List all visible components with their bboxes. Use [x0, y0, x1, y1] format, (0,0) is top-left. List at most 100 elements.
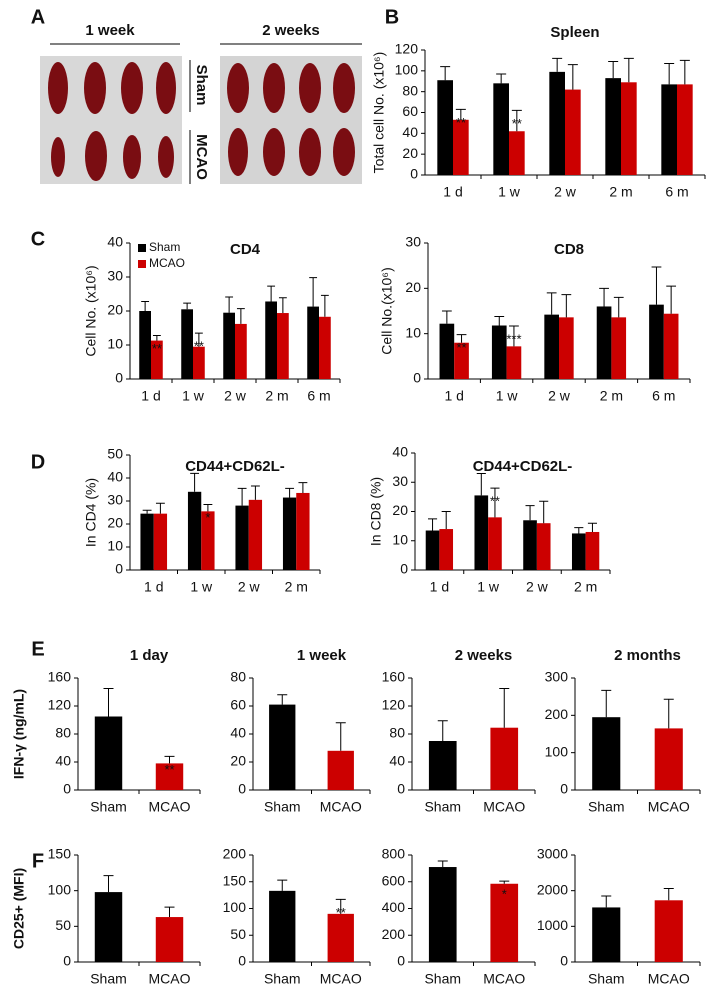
chart-title: 1 day	[130, 647, 169, 664]
bar	[544, 314, 559, 379]
error-bar	[236, 308, 245, 324]
bar	[523, 520, 537, 570]
error-bar	[599, 287, 609, 307]
error-bar	[511, 109, 522, 132]
bar	[661, 84, 677, 175]
bar	[677, 84, 693, 175]
y-tick-label: 100	[545, 743, 569, 759]
x-tick-label: 1 d	[430, 579, 449, 595]
significance-label: **	[152, 341, 162, 356]
error-bar	[437, 860, 448, 868]
x-tick-label: MCAO	[149, 971, 191, 987]
error-bar	[183, 302, 192, 310]
bar	[592, 717, 621, 790]
y-tick-label: 600	[382, 872, 406, 888]
error-bar	[428, 518, 438, 531]
x-tick-label: MCAO	[149, 799, 191, 815]
bar	[493, 83, 509, 175]
bar	[94, 892, 123, 962]
x-tick-label: 2 w	[554, 184, 577, 200]
bar	[235, 505, 249, 570]
x-tick-label: Sham	[90, 971, 127, 987]
bar	[94, 716, 123, 790]
error-bar	[335, 898, 346, 914]
x-tick-label: 2 m	[265, 388, 288, 404]
error-bar	[651, 266, 662, 305]
error-bar	[499, 880, 510, 884]
significance-label: *	[205, 510, 210, 525]
panel-label: F	[32, 850, 44, 872]
bar	[621, 82, 637, 175]
bar	[605, 78, 621, 175]
y-tick-label: 30	[107, 492, 123, 508]
y-tick-label: 10	[405, 324, 421, 340]
y-tick-label: 0	[115, 561, 123, 577]
bar	[155, 763, 184, 790]
error-bar	[525, 505, 535, 521]
error-bar	[164, 906, 175, 918]
y-tick-label: 40	[107, 469, 123, 485]
error-bar	[666, 285, 677, 314]
x-tick-label: 1 d	[443, 184, 462, 200]
bar	[565, 89, 581, 175]
x-tick-label: 1 d	[444, 388, 463, 404]
error-bar	[613, 296, 624, 318]
error-bar	[663, 888, 674, 901]
error-bar	[437, 720, 448, 741]
error-bar	[679, 59, 690, 85]
chart-title: Spleen	[550, 24, 599, 41]
y-tick-label: 200	[545, 706, 569, 722]
error-bar	[567, 64, 578, 90]
significance-label: **	[456, 115, 466, 130]
y-tick-label: 3000	[537, 846, 568, 862]
bar	[611, 317, 627, 379]
x-tick-label: 2 m	[285, 579, 308, 595]
x-tick-label: 1 w	[182, 388, 205, 404]
y-axis-label: IFN-γ (ng/mL)	[11, 689, 27, 779]
error-bar	[601, 689, 612, 718]
bar	[139, 311, 151, 379]
y-tick-label: 20	[230, 753, 246, 769]
panel-label: C	[31, 228, 45, 250]
bar	[187, 491, 202, 570]
bar	[181, 309, 193, 379]
y-axis-label: CD25+ (MFI)	[11, 868, 27, 949]
bar	[428, 741, 457, 790]
y-tick-label: 120	[382, 697, 406, 713]
y-tick-label: 40	[402, 124, 418, 140]
bar	[151, 340, 163, 379]
y-tick-label: 80	[402, 82, 418, 98]
y-tick-label: 200	[223, 846, 247, 862]
x-tick-label: 1 w	[498, 184, 521, 200]
y-tick-label: 10	[392, 531, 408, 547]
error-bar	[320, 294, 329, 317]
bar	[327, 913, 354, 962]
y-tick-label: 0	[397, 781, 405, 797]
bar	[506, 346, 522, 379]
error-bar	[455, 108, 466, 120]
significance-label: **	[456, 340, 466, 355]
y-tick-label: 100	[395, 62, 419, 78]
x-tick-label: 1 d	[141, 388, 160, 404]
chart-title: CD4	[230, 241, 261, 258]
photo-row-label: MCAO	[193, 134, 210, 180]
photo-column-label: 1 week	[85, 22, 135, 39]
significance-label: *	[502, 887, 507, 902]
y-tick-label: 50	[230, 926, 246, 942]
error-bar	[142, 509, 152, 514]
error-bar	[278, 297, 287, 314]
y-tick-label: 30	[107, 268, 123, 284]
x-tick-label: Sham	[588, 971, 625, 987]
panel-label: A	[31, 6, 45, 28]
bar	[663, 313, 679, 379]
bar	[269, 704, 296, 790]
x-tick-label: Sham	[264, 971, 301, 987]
y-axis-label: Cell No. (x10⁶)	[83, 265, 99, 356]
error-bar	[225, 296, 234, 313]
error-bar	[490, 487, 500, 518]
bar	[549, 71, 565, 175]
error-bar	[441, 511, 451, 530]
bar	[223, 312, 235, 379]
y-tick-label: 50	[107, 446, 123, 462]
